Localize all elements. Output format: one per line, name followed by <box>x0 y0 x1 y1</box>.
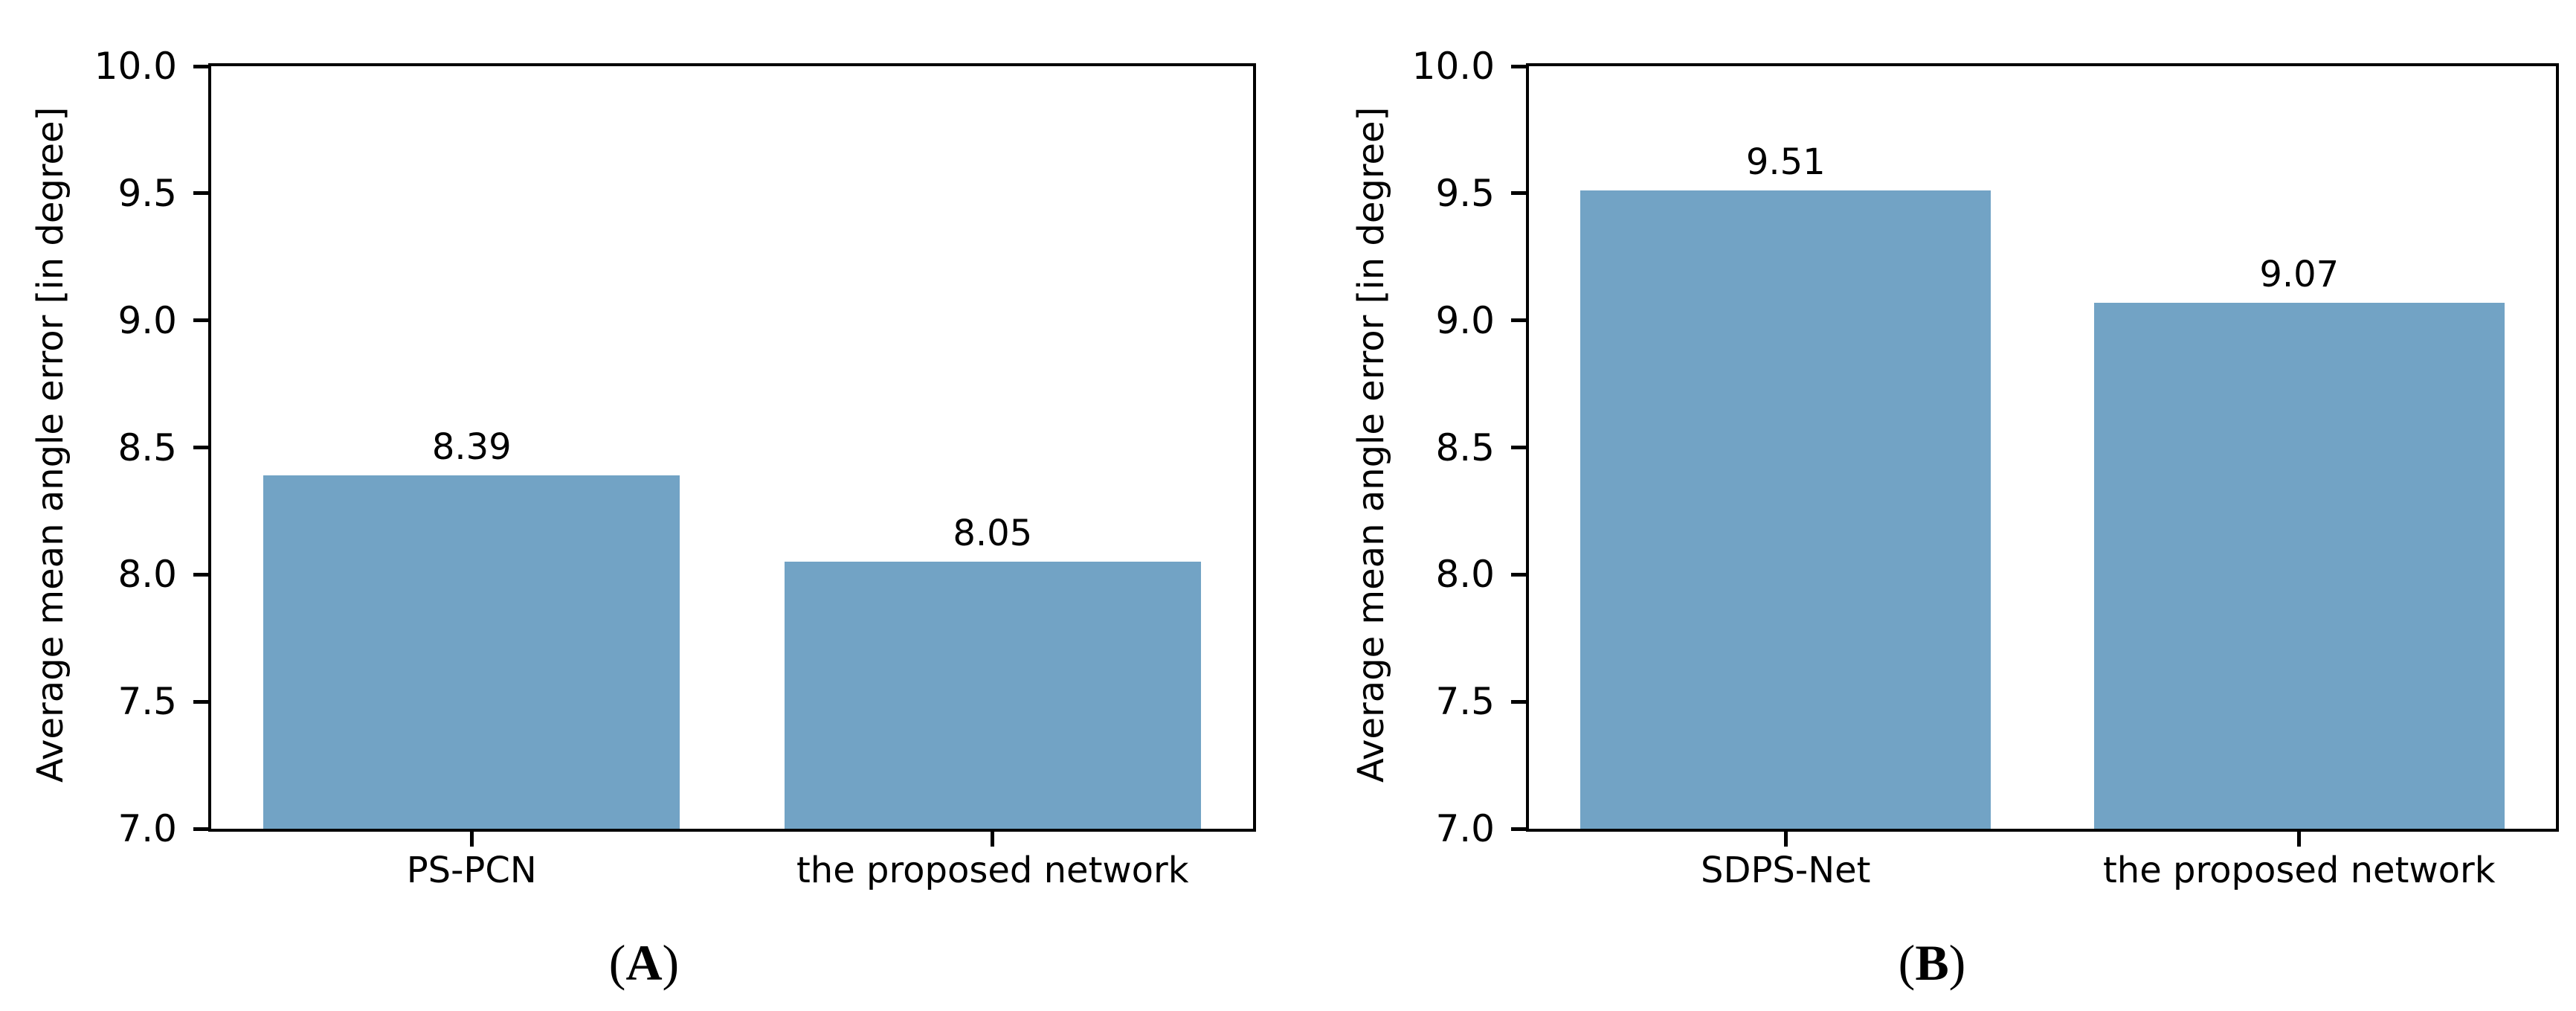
caption-paren-open: ( <box>1898 934 1916 991</box>
x-tick-label: the proposed network <box>796 850 1189 891</box>
panel-caption-B: (B) <box>1288 937 2576 988</box>
panel-caption-A: (A) <box>0 937 1288 988</box>
y-tick-label: 10.0 <box>1411 45 1495 88</box>
caption-paren-close: ) <box>1948 934 1966 991</box>
y-tick-mark <box>1511 572 1529 577</box>
caption-paren-open: ( <box>608 934 626 991</box>
y-tick-label: 8.0 <box>117 553 177 597</box>
x-tick-label: SDPS-Net <box>1701 850 1871 891</box>
y-tick-label: 7.5 <box>117 680 177 724</box>
x-tick-mark <box>469 829 474 847</box>
y-tick-mark <box>193 318 211 323</box>
y-tick-mark <box>193 446 211 449</box>
x-tick-label: PS-PCN <box>406 850 537 891</box>
y-tick-label: 9.5 <box>117 171 177 215</box>
y-axis-label: Average mean angle error [in degree] <box>30 106 71 783</box>
y-tick-label: 7.0 <box>1435 807 1495 850</box>
y-tick-label: 7.0 <box>117 807 177 850</box>
bar-value-label: 9.07 <box>2259 253 2340 295</box>
bar-PS-PCN <box>263 475 680 829</box>
y-tick-label: 8.5 <box>117 426 177 469</box>
caption-paren-close: ) <box>662 934 680 991</box>
y-tick-label: 9.5 <box>1435 171 1495 215</box>
y-tick-label: 9.0 <box>1435 298 1495 342</box>
y-tick-mark <box>193 191 211 196</box>
plot-area-A: 7.0 7.5 8.0 8.5 9.0 9.5 10.0 8.39 PS-PCN 8.05 the … <box>94 48 1256 888</box>
bar-the-proposed-network <box>784 562 1201 829</box>
y-tick-mark <box>1511 446 1529 449</box>
x-tick-label: the proposed network <box>2102 850 2496 891</box>
y-tick-mark <box>193 827 211 831</box>
y-tick-mark <box>193 699 211 704</box>
panel-B: Average mean angle error [in degree] 7.0… <box>1288 0 2576 1011</box>
caption-letter: B <box>1915 934 1949 991</box>
caption-letter: A <box>625 934 663 991</box>
y-tick-mark <box>1511 191 1529 196</box>
bar-value-label: 8.39 <box>431 426 512 469</box>
plot-area-B: 7.0 7.5 8.0 8.5 9.0 9.5 10.0 9.51 SDPS-Net 9.07 th… <box>1412 48 2559 888</box>
y-tick-mark <box>1511 699 1529 704</box>
bar-SDPS-Net <box>1580 190 1991 829</box>
x-tick-mark <box>1783 829 1788 847</box>
y-tick-mark <box>1511 318 1529 323</box>
bar-value-label: 9.51 <box>1745 141 1826 184</box>
y-tick-label: 8.5 <box>1435 426 1495 469</box>
bar-the-proposed-network <box>2093 302 2505 829</box>
y-axis-label: Average mean angle error [in degree] <box>1350 106 1392 783</box>
y-tick-mark <box>1511 64 1529 68</box>
y-tick-label: 9.0 <box>117 298 177 342</box>
y-tick-mark <box>193 64 211 68</box>
x-tick-mark <box>991 829 995 847</box>
y-tick-mark <box>1511 827 1529 831</box>
y-tick-label: 7.5 <box>1435 680 1495 724</box>
y-tick-mark <box>193 572 211 577</box>
y-tick-label: 8.0 <box>1435 553 1495 597</box>
panel-A: Average mean angle error [in degree] 7.0… <box>0 48 1288 988</box>
bar-value-label: 8.05 <box>953 513 1033 555</box>
y-tick-label: 10.0 <box>94 45 177 88</box>
x-tick-mark <box>2297 829 2302 847</box>
